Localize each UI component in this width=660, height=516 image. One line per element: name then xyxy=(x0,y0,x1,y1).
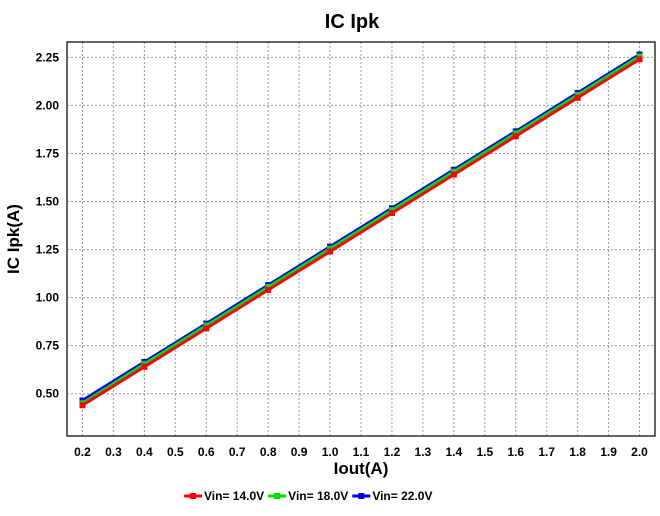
x-tick-label: 1.1 xyxy=(353,445,370,459)
x-axis-ticks: 0.2 0.3 0.4 0.5 0.6 0.7 0.8 0.9 1.0 1.1 1.2 1.3 1.4 1… xyxy=(74,445,648,459)
y-axis-label: IC Ipk(A) xyxy=(4,204,23,274)
chart-title: IC Ipk xyxy=(325,11,380,33)
x-tick-label: 0.4 xyxy=(136,445,153,459)
x-tick-label: 1.3 xyxy=(415,445,432,459)
y-tick-label: 1.50 xyxy=(36,195,60,209)
y-tick-label: 0.50 xyxy=(36,387,60,401)
x-tick-label: 0.7 xyxy=(229,445,246,459)
x-tick-label: 2.0 xyxy=(631,445,648,459)
series-line xyxy=(81,58,641,407)
x-tick-label: 0.2 xyxy=(74,445,91,459)
x-tick-label: 0.5 xyxy=(167,445,184,459)
legend-label: Vin= 18.0V xyxy=(288,489,348,503)
y-tick-label: 0.75 xyxy=(36,339,60,353)
data-point xyxy=(327,248,334,255)
y-tick-label: 1.25 xyxy=(36,243,60,257)
x-tick-label: 0.9 xyxy=(291,445,308,459)
y-axis-ticks: 0.50 0.75 1.00 1.25 1.50 1.75 2.00 2.25 xyxy=(36,50,60,400)
y-tick-label: 2.25 xyxy=(36,50,60,64)
data-point xyxy=(203,325,210,332)
x-tick-label: 1.7 xyxy=(538,445,555,459)
x-tick-label: 1.4 xyxy=(445,445,462,459)
x-tick-label: 0.6 xyxy=(198,445,215,459)
data-point xyxy=(265,286,272,293)
grid xyxy=(67,42,655,436)
y-tick-label: 1.00 xyxy=(36,291,60,305)
legend-swatch-marker xyxy=(190,493,196,499)
legend-swatch-marker xyxy=(274,493,281,499)
y-tick-label: 1.75 xyxy=(36,146,60,160)
legend-label: Vin= 14.0V xyxy=(204,489,264,503)
x-tick-label: 0.3 xyxy=(105,445,122,459)
y-tick-label: 2.00 xyxy=(36,98,60,112)
series-line xyxy=(81,53,641,402)
legend-item: Vin= 22.0V xyxy=(352,489,432,503)
legend-swatch-marker xyxy=(358,493,365,499)
series-line xyxy=(81,55,641,405)
x-tick-label: 0.8 xyxy=(260,445,277,459)
data-point xyxy=(79,402,86,409)
series-1 xyxy=(79,56,643,409)
data-point xyxy=(388,210,395,217)
data-point xyxy=(636,56,643,63)
plot-area-frame xyxy=(66,41,656,437)
legend-item: Vin= 18.0V xyxy=(268,489,348,503)
data-point xyxy=(450,171,457,178)
x-tick-label: 1.2 xyxy=(384,445,401,459)
data-point xyxy=(574,94,581,101)
x-tick-label: 1.6 xyxy=(507,445,524,459)
x-tick-label: 1.9 xyxy=(600,445,617,459)
x-tick-label: 1.5 xyxy=(476,445,493,459)
data-point xyxy=(141,363,148,370)
series-layer xyxy=(79,51,643,409)
x-tick-label: 1.8 xyxy=(569,445,586,459)
legend-label: Vin= 22.0V xyxy=(372,489,432,503)
legend: Vin= 14.0V Vin= 18.0V Vin= 22.0V xyxy=(184,489,432,503)
legend-item: Vin= 14.0V xyxy=(184,489,264,503)
data-point xyxy=(512,133,519,140)
x-tick-label: 1.0 xyxy=(322,445,339,459)
x-axis-label: Iout(A) xyxy=(334,459,389,478)
